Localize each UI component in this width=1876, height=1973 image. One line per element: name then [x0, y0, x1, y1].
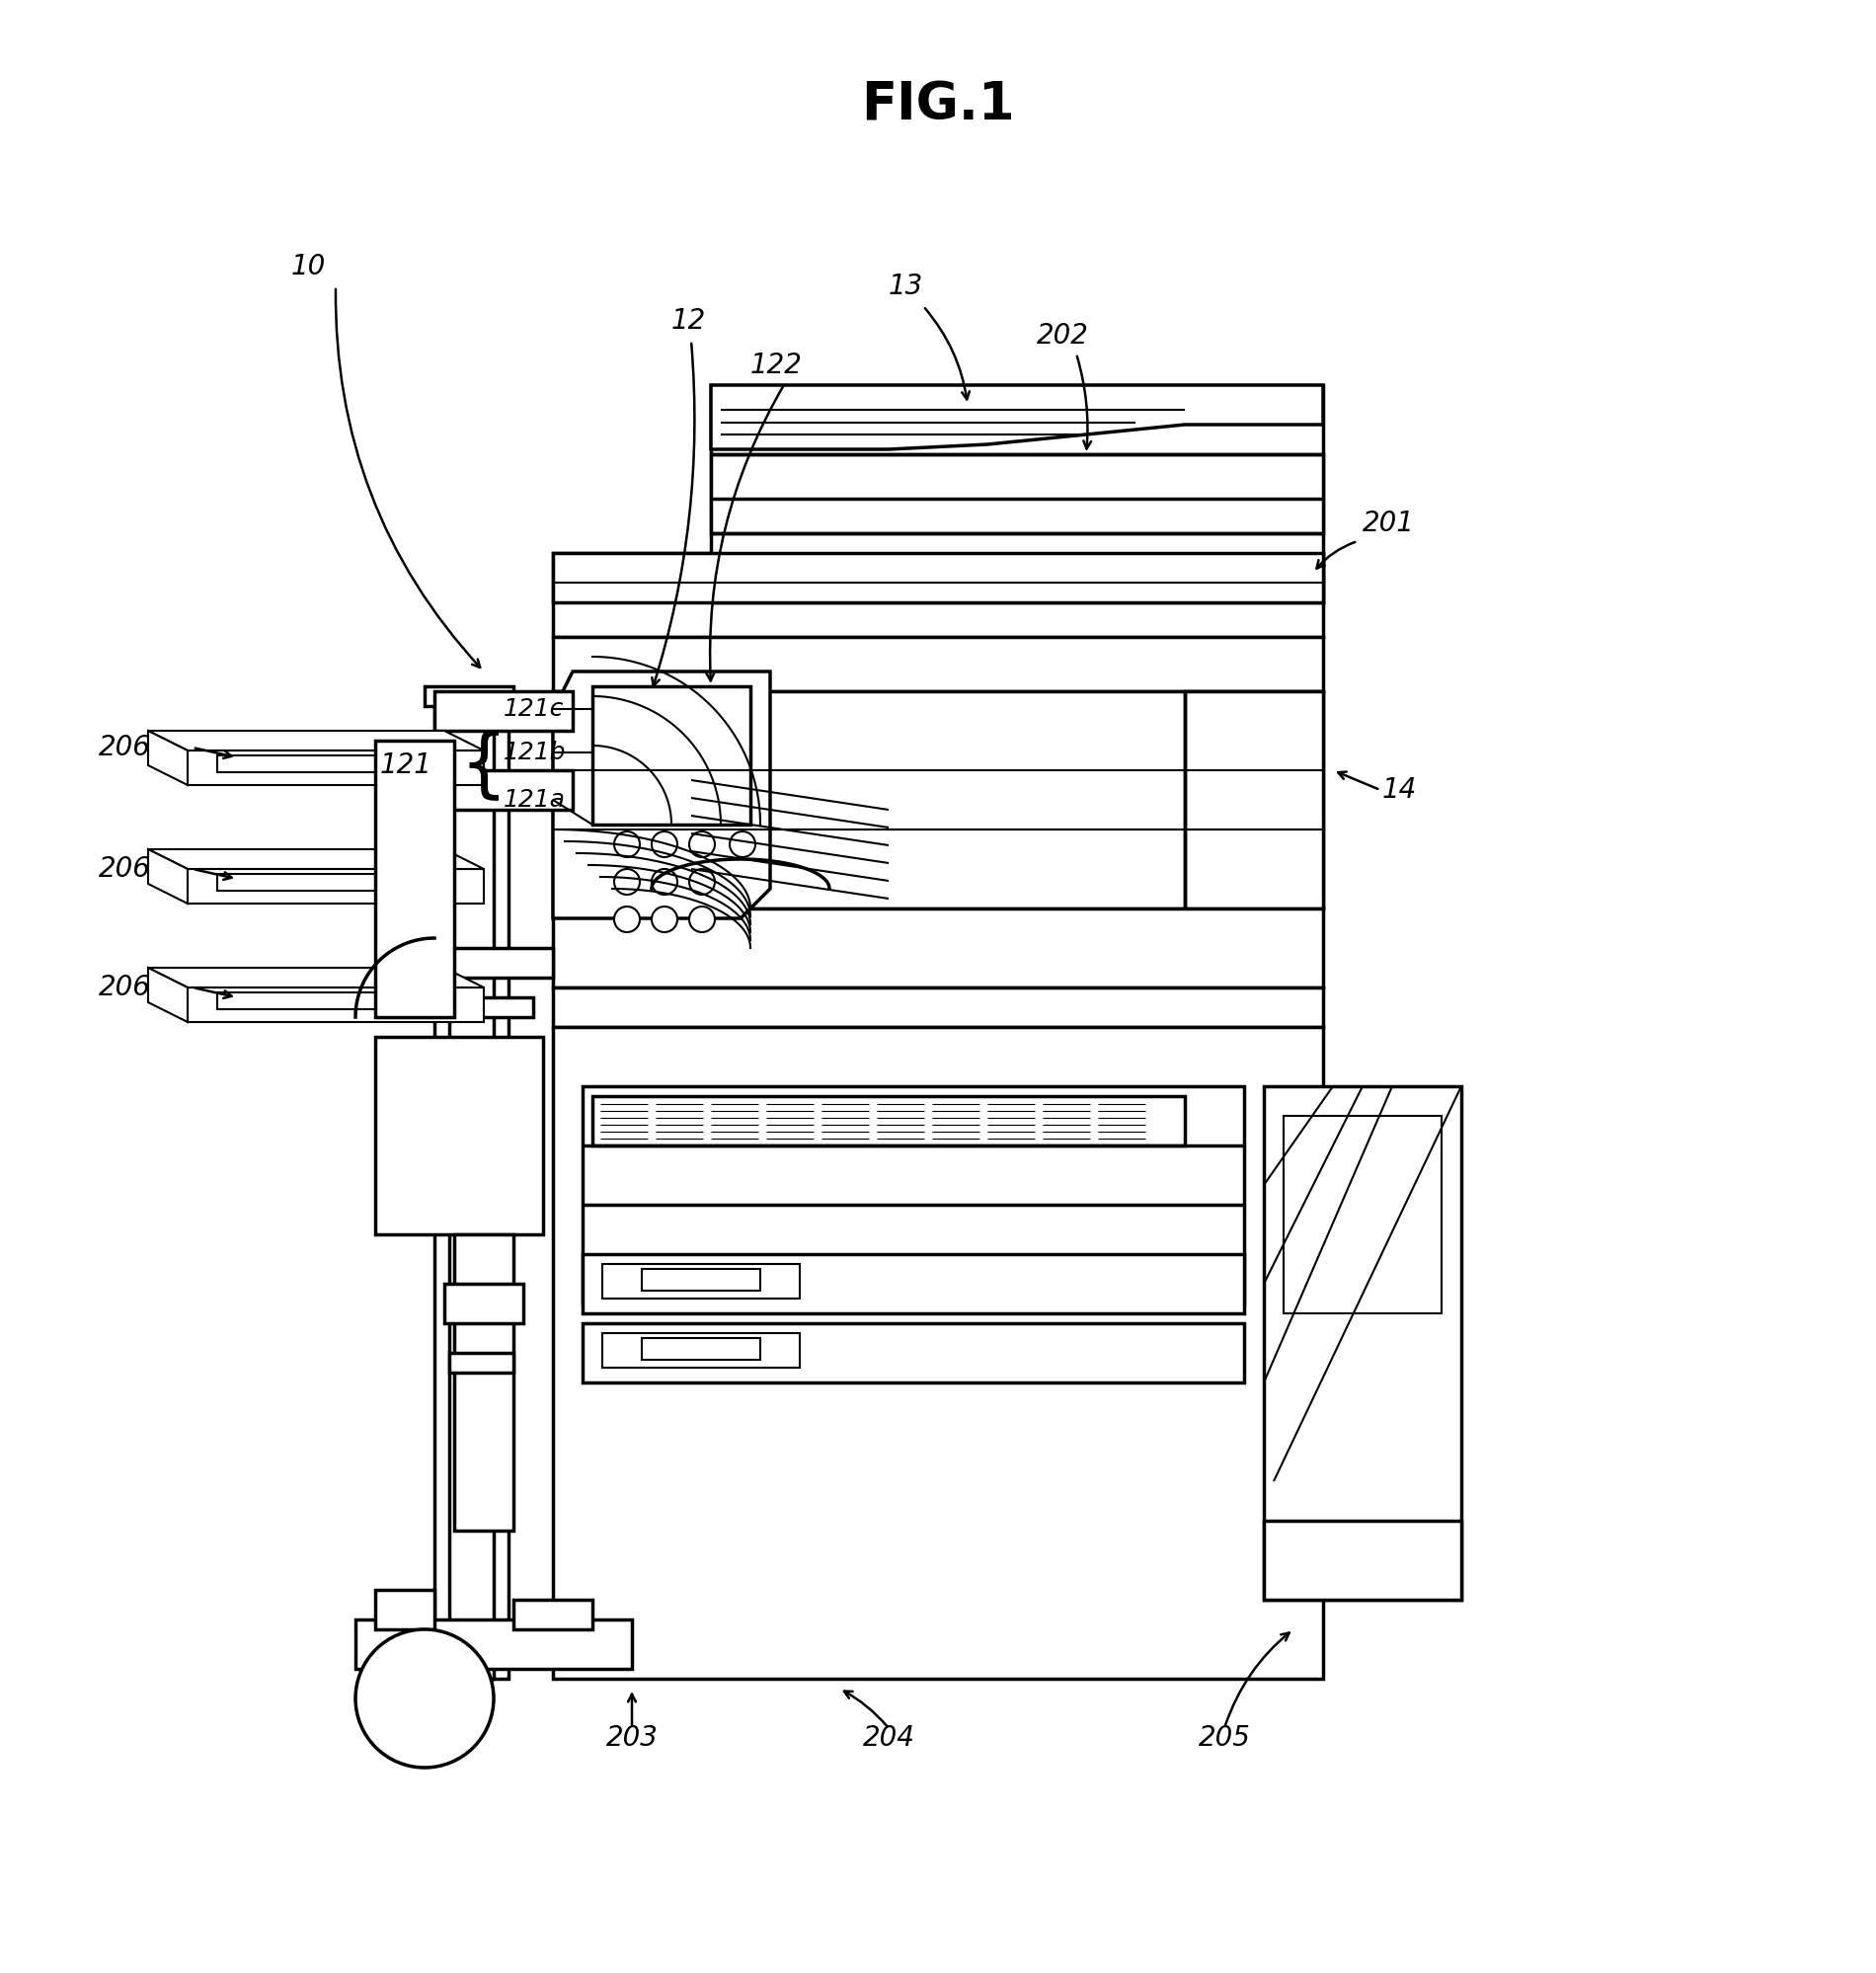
Polygon shape: [148, 730, 188, 785]
Bar: [583, 1087, 1244, 1304]
Bar: [375, 1590, 435, 1630]
Text: 121c: 121c: [503, 696, 565, 720]
Bar: [1186, 691, 1323, 908]
Polygon shape: [218, 874, 385, 890]
Circle shape: [651, 868, 677, 894]
Circle shape: [688, 831, 715, 856]
Bar: [435, 691, 572, 730]
Text: FIG.1: FIG.1: [861, 79, 1015, 130]
Polygon shape: [553, 671, 771, 917]
Polygon shape: [188, 750, 484, 785]
Circle shape: [613, 868, 640, 894]
Polygon shape: [711, 385, 1323, 450]
Bar: [435, 769, 572, 809]
Circle shape: [651, 906, 677, 931]
Text: 121: 121: [381, 752, 431, 779]
Bar: [448, 691, 493, 1679]
Bar: [711, 385, 1323, 602]
Bar: [514, 1600, 593, 1630]
Circle shape: [651, 831, 677, 856]
Polygon shape: [148, 730, 484, 750]
Bar: [435, 947, 553, 977]
Text: 12: 12: [672, 308, 705, 335]
Text: 10: 10: [291, 253, 326, 280]
Circle shape: [730, 831, 756, 856]
Polygon shape: [188, 988, 484, 1022]
Circle shape: [688, 906, 715, 931]
Bar: [553, 691, 1323, 908]
Bar: [1264, 1521, 1461, 1600]
Text: 201: 201: [1362, 509, 1415, 537]
Bar: [553, 1028, 1323, 1679]
Bar: [553, 552, 1323, 637]
Bar: [583, 1255, 1244, 1314]
Bar: [583, 1324, 1244, 1383]
Bar: [445, 1284, 523, 1324]
Bar: [424, 687, 514, 706]
Bar: [375, 1038, 542, 1235]
Circle shape: [355, 1630, 493, 1768]
Bar: [1283, 1117, 1441, 1314]
Bar: [642, 1338, 760, 1359]
Text: 122: 122: [750, 351, 803, 379]
Text: 121a: 121a: [503, 787, 567, 811]
Text: 206: 206: [99, 854, 150, 882]
Bar: [1264, 1087, 1461, 1600]
Bar: [448, 1353, 514, 1373]
Bar: [435, 691, 508, 1679]
Circle shape: [688, 868, 715, 894]
Bar: [553, 552, 1323, 602]
Polygon shape: [148, 848, 188, 904]
Circle shape: [613, 906, 640, 931]
Polygon shape: [188, 868, 484, 904]
Bar: [602, 1334, 799, 1367]
Text: 202: 202: [1037, 322, 1088, 349]
Text: 205: 205: [1199, 1724, 1251, 1752]
Polygon shape: [148, 848, 484, 868]
Polygon shape: [148, 967, 484, 988]
Bar: [593, 1097, 1186, 1146]
Text: {: {: [460, 728, 508, 801]
Bar: [454, 1235, 514, 1531]
Polygon shape: [218, 756, 385, 771]
Text: 121b: 121b: [503, 740, 567, 764]
Bar: [553, 637, 1323, 691]
Bar: [375, 740, 454, 1018]
Bar: [711, 454, 1323, 533]
Bar: [553, 988, 1323, 1028]
Polygon shape: [218, 992, 385, 1010]
Text: 13: 13: [889, 272, 923, 300]
Bar: [642, 1269, 760, 1290]
Bar: [355, 1620, 632, 1669]
Bar: [553, 908, 1323, 988]
Bar: [593, 687, 750, 825]
Bar: [602, 1265, 799, 1298]
Text: 206: 206: [99, 734, 150, 762]
Text: 203: 203: [606, 1724, 658, 1752]
Text: 206: 206: [99, 973, 150, 1002]
Circle shape: [613, 831, 640, 856]
Polygon shape: [148, 967, 188, 1022]
Bar: [435, 998, 533, 1018]
Text: 204: 204: [863, 1724, 915, 1752]
Text: 14: 14: [1383, 775, 1416, 803]
